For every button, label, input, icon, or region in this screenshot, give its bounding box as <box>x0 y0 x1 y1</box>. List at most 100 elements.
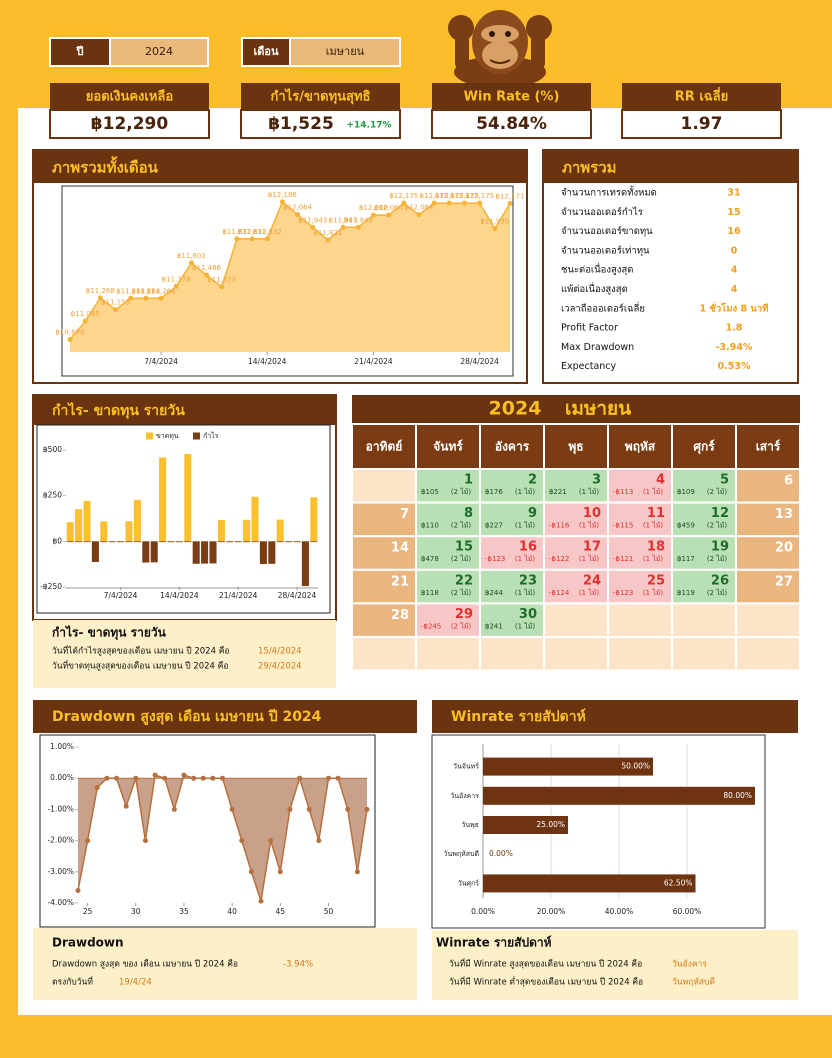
summary-label: จำนวนออเดอร์เท่าทุน <box>561 244 650 256</box>
calendar-trades: (2 ไม้) <box>451 621 472 630</box>
summary-value: 0.53% <box>718 361 751 372</box>
point <box>461 200 467 206</box>
summary-label: จำนวนออเดอร์กำไร <box>561 206 643 218</box>
stat-box <box>431 109 592 139</box>
note-title: Drawdown <box>52 936 124 950</box>
stat-box <box>49 109 210 139</box>
calendar-cell <box>545 570 607 603</box>
note-label: Drawdown สูงสุด ของ เดือน เมษายน ปี 2024… <box>52 959 238 970</box>
point <box>67 336 73 342</box>
x-tick-label: 25 <box>83 907 93 916</box>
point <box>416 212 422 218</box>
calendar-day: 16 <box>519 540 537 555</box>
point <box>94 785 100 791</box>
bar <box>201 541 209 564</box>
bar <box>83 541 91 543</box>
value-label: ฿11,373 <box>207 276 236 284</box>
bar <box>483 786 755 805</box>
calendar-trades: (1 ไม้) <box>515 487 536 496</box>
calendar-cell <box>737 638 799 670</box>
value-label: ฿11,943 <box>298 216 327 224</box>
value-label: ฿11,378 <box>162 275 191 283</box>
value-label: ฿11,264 <box>131 287 160 295</box>
stat-value: ฿12,290 <box>91 114 169 134</box>
point <box>325 237 331 243</box>
bar <box>75 541 83 543</box>
calendar-cell <box>737 570 799 603</box>
panel-title: Winrate รายสัปดาห์ <box>451 708 586 725</box>
calendar-trades: (1 ไม้) <box>515 621 536 630</box>
calendar-cell <box>609 604 671 636</box>
calendar-month: เมษายน <box>565 398 631 420</box>
point <box>370 212 376 218</box>
note-label: วันที่ได้กำไรสูงสุดของเดือน เมษายน ปี 20… <box>52 645 230 657</box>
bar <box>217 541 225 543</box>
summary-value: 16 <box>727 226 741 237</box>
calendar-day: 20 <box>775 541 793 556</box>
bar <box>301 541 309 587</box>
note-value: 29/4/2024 <box>258 662 302 672</box>
calendar-cell <box>737 470 799 502</box>
calendar-trades: (2 ไม้) <box>707 521 728 530</box>
value-label: ฿12,064 <box>283 204 312 212</box>
filter-label: เดือน <box>253 45 279 58</box>
filter-value-box <box>289 37 401 67</box>
point <box>355 224 361 230</box>
calendar-cell <box>673 537 735 569</box>
point <box>277 869 283 875</box>
point <box>354 869 360 875</box>
y-tick-label: -฿250 <box>40 582 62 591</box>
y-tick-label: -2.00% <box>47 836 74 845</box>
note-box <box>432 930 798 1000</box>
bar <box>133 541 141 543</box>
note-value: วันพฤหัสบดี <box>672 977 715 988</box>
bar <box>243 519 251 542</box>
calendar-cell <box>673 604 735 636</box>
area <box>70 201 510 352</box>
point <box>97 295 103 301</box>
calendar-pnl: ฿459 <box>677 522 695 530</box>
weekday-cell <box>737 425 799 468</box>
filter-value: เมษายน <box>326 45 365 58</box>
panel-header <box>432 700 798 733</box>
calendar-pnl: -฿123 <box>613 589 633 597</box>
calendar-cell <box>673 503 735 536</box>
calendar-trades: (1 ไม้) <box>643 521 664 530</box>
filter-label-box <box>241 37 291 67</box>
value-label: ฿12,175 <box>450 192 479 200</box>
bar <box>66 522 74 542</box>
point <box>188 260 194 266</box>
bar <box>108 541 116 543</box>
note-value: 19/4/24 <box>119 978 152 988</box>
point <box>258 898 264 904</box>
calendar-cell <box>417 638 479 670</box>
stat-header <box>432 83 591 110</box>
calendar-pnl: -฿116 <box>549 522 570 530</box>
point <box>264 236 270 242</box>
summary-value: -3.94% <box>716 342 753 353</box>
point <box>477 200 483 206</box>
calendar-day: 28 <box>391 608 409 623</box>
bar <box>83 500 91 542</box>
point <box>143 295 149 301</box>
bar <box>251 496 259 542</box>
bar <box>243 541 251 543</box>
summary-label: แพ้ต่อเนื่องสูงสุด <box>561 282 628 295</box>
x-tick-label: 40 <box>227 907 237 916</box>
value-label: ฿11,943 <box>329 216 358 224</box>
bar <box>310 541 318 543</box>
calendar-trades: (1 ไม้) <box>643 588 664 597</box>
calendar-pnl: -฿124 <box>549 589 570 597</box>
bar <box>276 541 284 543</box>
bar <box>192 541 200 564</box>
summary-panel <box>542 149 799 384</box>
point <box>82 318 88 324</box>
y-tick-label: -4.00% <box>47 898 74 907</box>
calendar-pnl: ฿478 <box>421 555 439 563</box>
panel-title: Drawdown สูงสุด เดือน เมษายน ปี 2024 <box>52 709 322 725</box>
value-label: 25.00% <box>536 820 565 829</box>
bar <box>184 454 192 542</box>
weekday-label: อังคาร <box>495 440 530 454</box>
calendar-pnl: -฿122 <box>549 555 569 563</box>
bar <box>209 541 217 564</box>
